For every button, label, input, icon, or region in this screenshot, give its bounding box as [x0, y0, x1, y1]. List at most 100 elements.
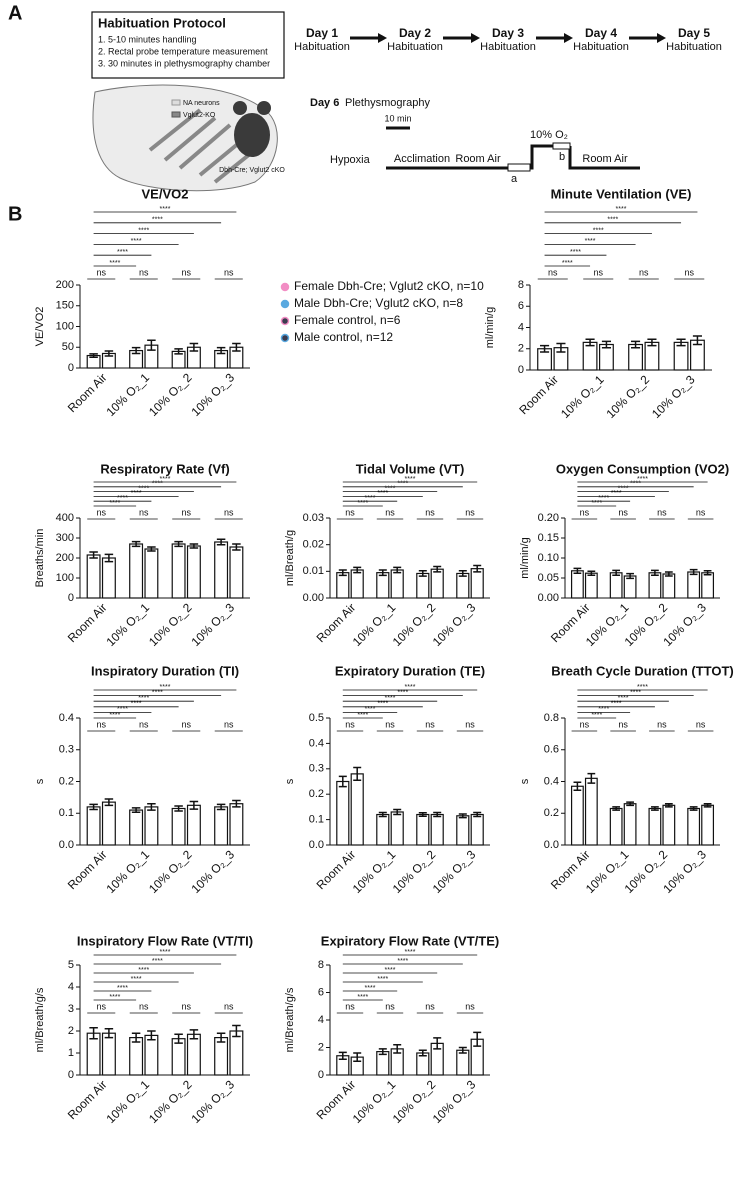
error-bar [147, 1030, 156, 1041]
pair-label: ns [181, 267, 191, 277]
comparison-label: **** [585, 238, 596, 245]
mouse-drawing [234, 113, 270, 157]
bar [101, 1032, 116, 1076]
brain-drawing [92, 84, 278, 192]
y-tick-label: 0 [318, 1069, 324, 1081]
error-bar [189, 1029, 199, 1040]
comparison-label: **** [616, 206, 627, 213]
error-bar [689, 568, 698, 576]
chart-title: Inspiratory Flow Rate (VT/TI) [77, 933, 253, 948]
legend-label: Male control, n=12 [294, 330, 393, 344]
comparison-label: **** [591, 500, 602, 507]
error-bar [458, 1046, 467, 1054]
x-tick-label: 10% O₂_2 [146, 1077, 195, 1126]
error-bar [393, 1044, 402, 1054]
error-bar [89, 803, 98, 811]
y-tick-label: 100 [56, 572, 74, 584]
day-label: Habituation [573, 41, 629, 53]
error-bar [216, 346, 226, 355]
error-bar [174, 348, 183, 355]
y-tick-label: 400 [56, 512, 74, 524]
arrow-head [564, 33, 573, 43]
error-bar [433, 565, 442, 573]
comparison-label: **** [637, 476, 648, 483]
y-tick-label: 300 [56, 532, 74, 544]
comparison-label: **** [109, 994, 120, 1001]
arrow-head [378, 33, 387, 43]
protocol-step: 2. Rectal probe temperature measurement [98, 46, 268, 56]
y-tick-label: 0.0 [544, 839, 559, 851]
bar [416, 572, 430, 599]
legend-marker [280, 333, 290, 343]
y-tick-label: 4 [68, 981, 74, 993]
bar [101, 801, 116, 846]
bar [129, 1036, 144, 1076]
comparison-label: **** [117, 985, 128, 992]
pair-label: ns [96, 267, 106, 277]
bar [430, 568, 444, 599]
y-tick-label: 0.3 [309, 763, 324, 775]
brain-hatch [148, 108, 257, 184]
y-tick-label: 0.8 [544, 712, 559, 724]
error-bar [692, 335, 702, 346]
y-tick-label: 5 [68, 959, 74, 971]
bar [584, 777, 598, 846]
error-bar [378, 1048, 387, 1056]
comparison-label: **** [377, 490, 388, 497]
bar [687, 571, 701, 599]
day-name: Day 5 [678, 26, 710, 40]
comparison-label: **** [365, 985, 376, 992]
comparison-label: **** [611, 701, 622, 708]
error-bar [676, 338, 686, 347]
x-tick-label: 10% O₂_3 [430, 1077, 479, 1126]
arrow-head [471, 33, 480, 43]
error-bar [189, 800, 199, 810]
legend-marker [280, 316, 290, 326]
comparison-label: **** [152, 689, 163, 696]
y-tick-label: 0.01 [303, 565, 324, 577]
pair-label: ns [657, 719, 667, 729]
pair-label: ns [139, 719, 149, 729]
comparison-label: **** [357, 994, 368, 1001]
chart-title: Minute Ventilation (VE) [551, 186, 692, 201]
pair-label: ns [224, 267, 234, 277]
pair-label: ns [345, 719, 355, 729]
chart-title: Respiratory Rate (Vf) [100, 461, 229, 476]
comparison-label: **** [109, 260, 120, 267]
error-bar [232, 342, 241, 352]
comparison-label: **** [385, 967, 396, 974]
x-tick-label: 10% O₂_1 [104, 1077, 153, 1126]
error-bar [216, 538, 226, 546]
error-bar [703, 570, 712, 576]
comparison-label: **** [160, 684, 171, 691]
comparison-label: **** [637, 684, 648, 691]
bar [144, 806, 159, 846]
x-tick-label: 10% O₂_1 [104, 370, 153, 419]
x-tick-label: 10% O₂_3 [189, 600, 238, 649]
timeline-mark: b [559, 151, 565, 163]
chart-title: VE/VO2 [142, 186, 189, 201]
day-label: Habituation [666, 41, 722, 53]
error-bar [378, 569, 387, 577]
comparison-label: **** [160, 206, 171, 213]
error-bar [174, 1033, 183, 1044]
pair-label: ns [139, 267, 149, 277]
x-tick-label: Room Air [516, 372, 561, 417]
bar [470, 568, 484, 599]
y-axis-label: s [284, 778, 296, 784]
comparison-label: **** [607, 217, 618, 224]
y-axis-label: ml/Breath/g/s [34, 987, 46, 1052]
y-tick-label: 150 [56, 300, 74, 312]
mouse-ear [233, 101, 247, 115]
error-bar [433, 811, 442, 818]
comparison-label: **** [152, 958, 163, 965]
comparison-label: **** [357, 500, 368, 507]
bar [648, 807, 662, 846]
bar [101, 557, 116, 599]
x-tick-label: 10% O₂_1 [104, 600, 153, 649]
error-bar [378, 811, 387, 818]
comparison-label: **** [138, 695, 149, 702]
error-bar [232, 543, 241, 551]
comparison-label: **** [630, 689, 641, 696]
x-tick-label: 10% O₂_3 [660, 847, 709, 896]
